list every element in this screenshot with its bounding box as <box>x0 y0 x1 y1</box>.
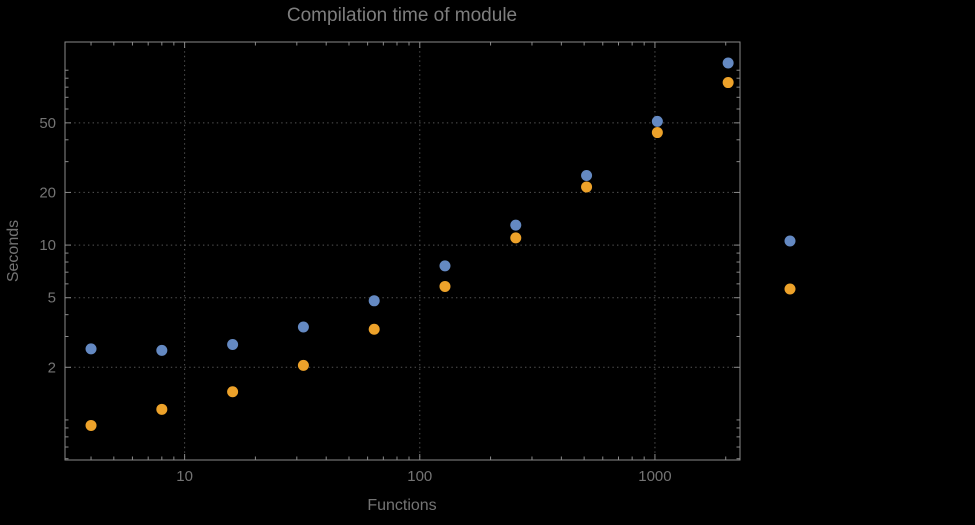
x-tick-label: 100 <box>407 468 432 485</box>
data-point-series-orange <box>510 232 522 244</box>
y-tick-label: 50 <box>39 115 56 132</box>
data-point-series-orange <box>581 181 593 193</box>
data-point-series-blue <box>510 219 522 231</box>
data-point-series-orange <box>156 403 168 415</box>
x-tick-label: 10 <box>176 468 193 485</box>
data-point-series-orange <box>651 127 663 139</box>
plot-frame <box>64 41 741 461</box>
y-axis-label: Seconds <box>5 219 22 283</box>
data-point-series-orange <box>297 359 309 371</box>
data-point-series-blue <box>297 321 309 333</box>
data-point-series-blue <box>439 260 451 272</box>
legend-marker-series-orange <box>784 283 796 295</box>
data-point-series-blue <box>581 169 593 181</box>
data-point-series-orange <box>439 280 451 292</box>
y-tick-label: 10 <box>39 237 56 254</box>
y-tick-label: 20 <box>39 184 56 201</box>
data-point-series-blue <box>368 295 380 307</box>
data-point-series-blue <box>227 339 239 351</box>
data-point-series-orange <box>368 323 380 335</box>
data-point-series-blue <box>722 57 734 69</box>
x-axis-label: Functions <box>367 497 437 514</box>
chart-title: Compilation time of module <box>286 5 518 26</box>
data-point-series-blue <box>85 343 97 355</box>
legend-marker-series-blue <box>784 235 796 247</box>
data-point-series-blue <box>156 344 168 356</box>
data-point-series-orange <box>227 386 239 398</box>
data-point-series-orange <box>85 419 97 431</box>
x-tick-label: 1000 <box>638 468 671 485</box>
y-tick-label: 5 <box>48 290 56 307</box>
data-point-series-blue <box>651 115 663 127</box>
y-tick-label: 2 <box>48 359 56 376</box>
data-point-series-orange <box>722 77 734 89</box>
